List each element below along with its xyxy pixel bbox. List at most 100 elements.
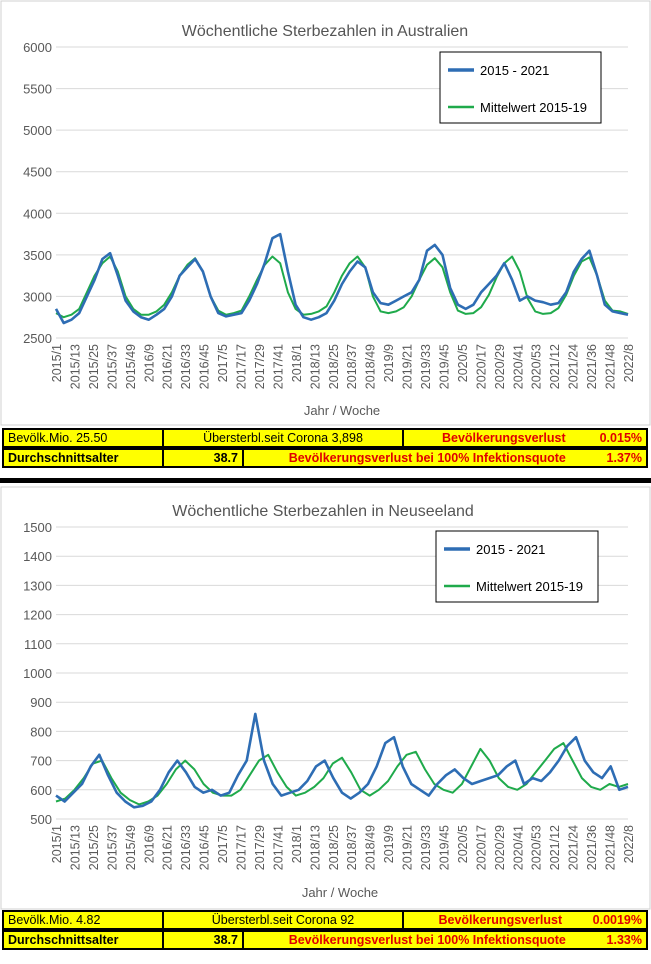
population-loss-100-cell: Bevölkerungsverlust bei 100% Infektionsq… [244,932,646,948]
x-tick-label: 2016/9 [142,825,156,863]
x-tick-label: 2017/17 [235,825,249,870]
x-tick-label: 2017/5 [216,825,230,863]
x-tick-label: 2021/48 [604,825,618,870]
panel-separator [0,478,651,483]
series-line-mean-2015-19 [55,255,629,319]
population-loss-100-value: 1.33% [606,933,642,947]
x-tick-label: 2018/25 [327,344,341,389]
excess-deaths-value: 3,898 [331,431,363,445]
population-loss-value: 0.0019% [592,913,642,927]
x-tick-label: 2015/1 [50,825,64,863]
excess-deaths-label: Übersterbl.seit Corona [211,913,337,927]
series-line-2015-2021 [55,712,629,809]
x-tick-label: 2021/24 [567,825,581,870]
x-tick-label: 2022/8 [622,344,636,382]
x-tick-label: 2016/33 [179,825,193,870]
australia-chart: Wöchentliche Sterbezahlen in Australien 2… [0,0,651,426]
series-line-2015-2021 [54,232,629,325]
x-tick-label: 2015/37 [105,344,119,389]
x-tick-label: 2021/12 [548,825,562,870]
legend-label: Mittelwert 2015-19 [480,100,587,115]
population-loss-cell: Bevölkerungsverlust 0.0019% [404,912,646,928]
x-tick-label: 2021/36 [585,344,599,389]
legend-label: 2015 - 2021 [476,542,545,557]
chart-title: Wöchentliche Sterbezahlen in Neuseeland [172,503,474,520]
population-cell: Bevölk.Mio. 4.82 [4,912,164,928]
average-age-value: 38.7 [213,451,238,465]
y-tick-label: 600 [30,783,52,798]
x-tick-label: 2016/45 [198,344,212,389]
x-tick-label: 2019/33 [419,825,433,870]
x-tick-label: 2019/45 [437,344,451,389]
population-loss-100-value: 1.37% [606,451,642,465]
x-tick-label: 2015/1 [50,344,64,382]
x-tick-label: 2020/41 [511,825,525,870]
excess-deaths-label: Übersterbl.seit Corona [203,431,329,445]
y-tick-label: 3000 [23,289,52,304]
x-tick-label: 2020/5 [456,344,470,382]
y-tick-label: 900 [30,695,52,710]
x-tick-label: 2018/1 [290,825,304,863]
x-tick-label: 2018/13 [308,825,322,870]
x-tick-label: 2021/12 [548,344,562,389]
x-tick-label: 2021/48 [604,344,618,389]
new-zealand-panel: Wöchentliche Sterbezahlen in Neuseeland 5… [0,486,651,964]
new-zealand-info-row-2: Durchschnittsalter 38.7 Bevölkerungsverl… [2,930,648,950]
average-age-label-cell: Durchschnittsalter [4,450,164,466]
x-tick-label: 2015/25 [87,825,101,870]
x-tick-label: 2019/45 [437,825,451,870]
population-loss-value: 0.015% [599,431,643,445]
x-tick-label: 2018/13 [308,344,322,389]
x-tick-label: 2021/24 [567,344,581,389]
x-tick-label: 2019/21 [401,344,415,389]
x-tick-label: 2019/9 [382,344,396,382]
average-age-value-cell: 38.7 [164,932,244,948]
y-tick-label: 1300 [23,578,52,593]
average-age-label-cell: Durchschnittsalter [4,932,164,948]
australia-panel: Wöchentliche Sterbezahlen in Australien 2… [0,0,651,478]
population-loss-100-cell: Bevölkerungsverlust bei 100% Infektionsq… [244,450,646,466]
x-tick-label: 2017/41 [271,825,285,870]
population-label: Bevölk.Mio. [8,913,73,927]
x-tick-label: 2020/17 [474,825,488,870]
average-age-label: Durchschnittsalter [8,933,119,947]
x-tick-label: 2021/36 [585,825,599,870]
x-tick-label: 2017/41 [271,344,285,389]
legend-label: 2015 - 2021 [480,63,549,78]
chart-legend: 2015 - 2021 Mittelwert 2015-19 [439,51,602,124]
y-tick-label: 6000 [23,40,52,55]
y-tick-label: 800 [30,724,52,739]
excess-deaths-cell: Übersterbl.seit Corona 3,898 [164,430,404,446]
x-tick-label: 2020/53 [530,825,544,870]
y-tick-label: 2500 [23,331,52,346]
y-tick-label: 700 [30,754,52,769]
chart-legend: 2015 - 2021 Mittelwert 2015-19 [435,530,599,603]
x-tick-label: 2018/37 [345,825,359,870]
y-tick-label: 500 [30,812,52,827]
x-tick-label: 2019/33 [419,344,433,389]
y-tick-label: 4500 [23,165,52,180]
x-tick-label: 2022/8 [622,825,636,863]
population-label: Bevölk.Mio. [8,431,73,445]
average-age-value-cell: 38.7 [164,450,244,466]
x-tick-label: 2015/13 [68,344,82,389]
population-value: 25.50 [76,431,108,445]
new-zealand-chart: Wöchentliche Sterbezahlen in Neuseeland 5… [0,486,651,910]
x-tick-label: 2016/33 [179,344,193,389]
y-tick-label: 3500 [23,248,52,263]
x-tick-label: 2015/25 [87,344,101,389]
y-tick-label: 5500 [23,82,52,97]
x-tick-label: 2018/1 [290,344,304,382]
population-loss-100-label: Bevölkerungsverlust bei 100% Infektionsq… [288,451,566,465]
chart-title: Wöchentliche Sterbezahlen in Australien [182,23,468,40]
x-tick-label: 2015/49 [124,825,138,870]
x-tick-label: 2017/29 [253,344,267,389]
x-tick-label: 2020/41 [511,344,525,389]
x-tick-label: 2017/17 [235,344,249,389]
x-tick-label: 2020/5 [456,825,470,863]
legend-label: Mittelwert 2015-19 [476,579,583,594]
x-axis-label: Jahr / Woche [304,403,380,418]
x-tick-label: 2017/29 [253,825,267,870]
x-tick-label: 2016/45 [198,825,212,870]
